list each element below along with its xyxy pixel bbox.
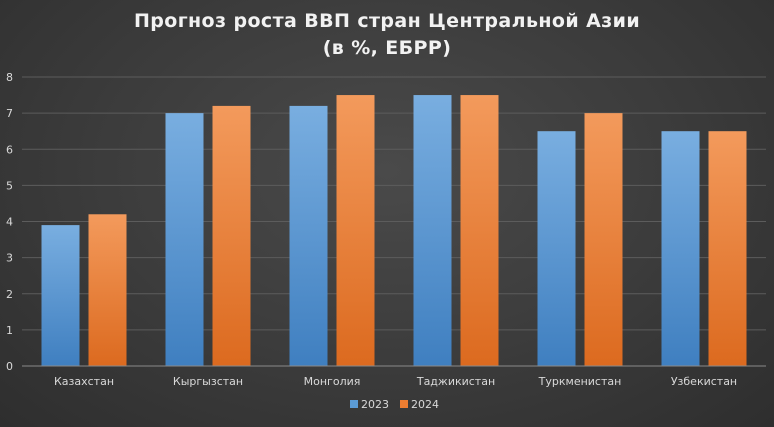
y-tick-label: 8	[6, 71, 13, 84]
legend: 2023 2024	[350, 398, 439, 411]
bar-2024-2	[336, 95, 375, 366]
axes: 0 1 2 3 4 5 6 7 8 Казахстан Кыргызстан Монголия Тадж…	[6, 71, 766, 388]
bar-2023-3	[413, 95, 452, 366]
chart-title-line-1: Прогноз роста ВВП стран Центральной Азии	[133, 10, 641, 32]
x-tick-label: Казахстан	[54, 375, 114, 388]
x-tick-label: Кыргызстан	[173, 375, 243, 388]
bar-2023-1	[165, 113, 204, 366]
x-tick-label: Туркменистан	[538, 375, 622, 388]
bar-2024-5	[708, 131, 747, 366]
y-tick-label: 3	[6, 252, 13, 265]
legend-swatch-2023	[350, 400, 358, 408]
bar-2023-2	[289, 105, 328, 367]
y-tick-label: 7	[6, 107, 13, 120]
y-tick-label: 6	[6, 143, 13, 156]
legend-swatch-2024	[400, 400, 408, 408]
chart-title-line-2: (в %, ЕБРР)	[322, 37, 452, 59]
bar-2023-0	[41, 225, 80, 366]
bar-2023-5	[661, 131, 700, 366]
y-tick-label: 1	[6, 324, 13, 337]
x-tick-label: Монголия	[304, 375, 361, 388]
chart-title: Прогноз роста ВВП стран Центральной Азии…	[0, 8, 774, 62]
bar-2024-1	[212, 105, 251, 367]
bar-2024-3	[460, 95, 499, 366]
legend-label: 2023	[361, 398, 389, 411]
y-tick-label: 0	[6, 360, 13, 373]
gridlines	[22, 76, 766, 331]
bar-2024-4	[584, 113, 623, 366]
legend-label: 2024	[411, 398, 439, 411]
y-tick-label: 4	[6, 216, 13, 229]
bar-2024-0	[88, 214, 127, 366]
y-tick-label: 2	[6, 288, 13, 301]
x-tick-label: Узбекистан	[671, 375, 737, 388]
bar-2023-4	[537, 131, 576, 366]
y-tick-label: 5	[6, 179, 13, 192]
x-tick-label: Таджикистан	[416, 375, 495, 388]
bars	[41, 95, 747, 367]
